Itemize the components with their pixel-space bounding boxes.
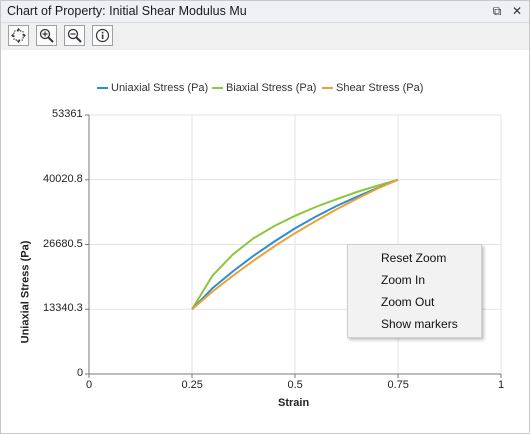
menu-item-zoom-out[interactable]: Zoom Out	[381, 295, 435, 309]
zoom-out-button[interactable]	[64, 25, 85, 46]
series-line-1	[191, 178, 399, 310]
context-menu: Reset Zoom Zoom In Zoom Out Show markers	[347, 244, 482, 338]
pin-window-icon[interactable]: ⧉	[492, 4, 502, 18]
series-line-2	[191, 178, 399, 311]
window-title: Chart of Property: Initial Shear Modulus…	[7, 4, 247, 18]
y-tick-label: 0	[77, 367, 84, 379]
x-tick-label: 0	[86, 379, 93, 391]
x-tick-label: 1	[498, 379, 505, 391]
menu-item-zoom-in[interactable]: Zoom In	[381, 273, 426, 287]
y-tick-label: 13340.3	[43, 302, 83, 315]
chart-area: Uniaxial Stress (Pa) Biaxial Stress (Pa) S…	[2, 51, 528, 431]
legend-item[interactable]: Biaxial Stress (Pa)	[212, 82, 316, 98]
y-tick-label: 40020.8	[43, 172, 83, 185]
info-icon	[95, 28, 110, 43]
title-bar: Chart of Property: Initial Shear Modulus…	[1, 1, 529, 23]
zoom-in-button[interactable]	[36, 25, 57, 46]
legend-swatch	[97, 87, 108, 90]
chart-toolbar	[1, 23, 529, 50]
y-axis-label: Uniaxial Stress (Pa)	[19, 240, 32, 344]
plot-svg	[85, 114, 502, 378]
legend-swatch	[322, 87, 333, 90]
zoom-in-icon	[39, 28, 54, 43]
menu-item-show-markers[interactable]: Show markers	[381, 317, 458, 331]
legend-label: Biaxial Stress (Pa)	[226, 82, 317, 94]
legend-swatch	[212, 87, 223, 90]
y-tick-label: 53361	[52, 108, 83, 120]
y-tick-label: 26680.5	[43, 237, 83, 250]
zoom-out-icon	[67, 28, 82, 43]
series-line-0	[191, 178, 399, 310]
fit-view-icon	[11, 28, 26, 43]
legend-item[interactable]: Uniaxial Stress (Pa)	[97, 82, 208, 98]
x-axis-label: Strain	[278, 397, 310, 409]
menu-item-reset-zoom[interactable]: Reset Zoom	[381, 251, 447, 265]
close-window-icon[interactable]: ✕	[511, 4, 523, 18]
legend-label: Shear Stress (Pa)	[336, 82, 424, 94]
info-button[interactable]	[92, 25, 113, 46]
legend-item[interactable]: Shear Stress (Pa)	[322, 82, 423, 98]
x-tick-label: 0.75	[387, 379, 409, 391]
x-tick-label: 0.5	[287, 379, 303, 391]
legend-label: Uniaxial Stress (Pa)	[111, 82, 209, 94]
x-tick-label: 0.25	[181, 379, 203, 391]
reset-view-button[interactable]	[8, 25, 29, 46]
